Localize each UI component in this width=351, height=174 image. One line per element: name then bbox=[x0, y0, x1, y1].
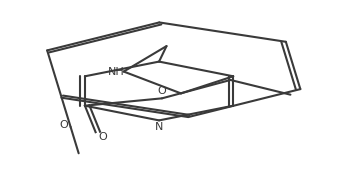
Text: O: O bbox=[59, 120, 68, 130]
Text: N: N bbox=[155, 122, 163, 132]
Text: O: O bbox=[158, 86, 166, 97]
Text: O: O bbox=[98, 132, 107, 142]
Text: NH: NH bbox=[108, 67, 125, 77]
